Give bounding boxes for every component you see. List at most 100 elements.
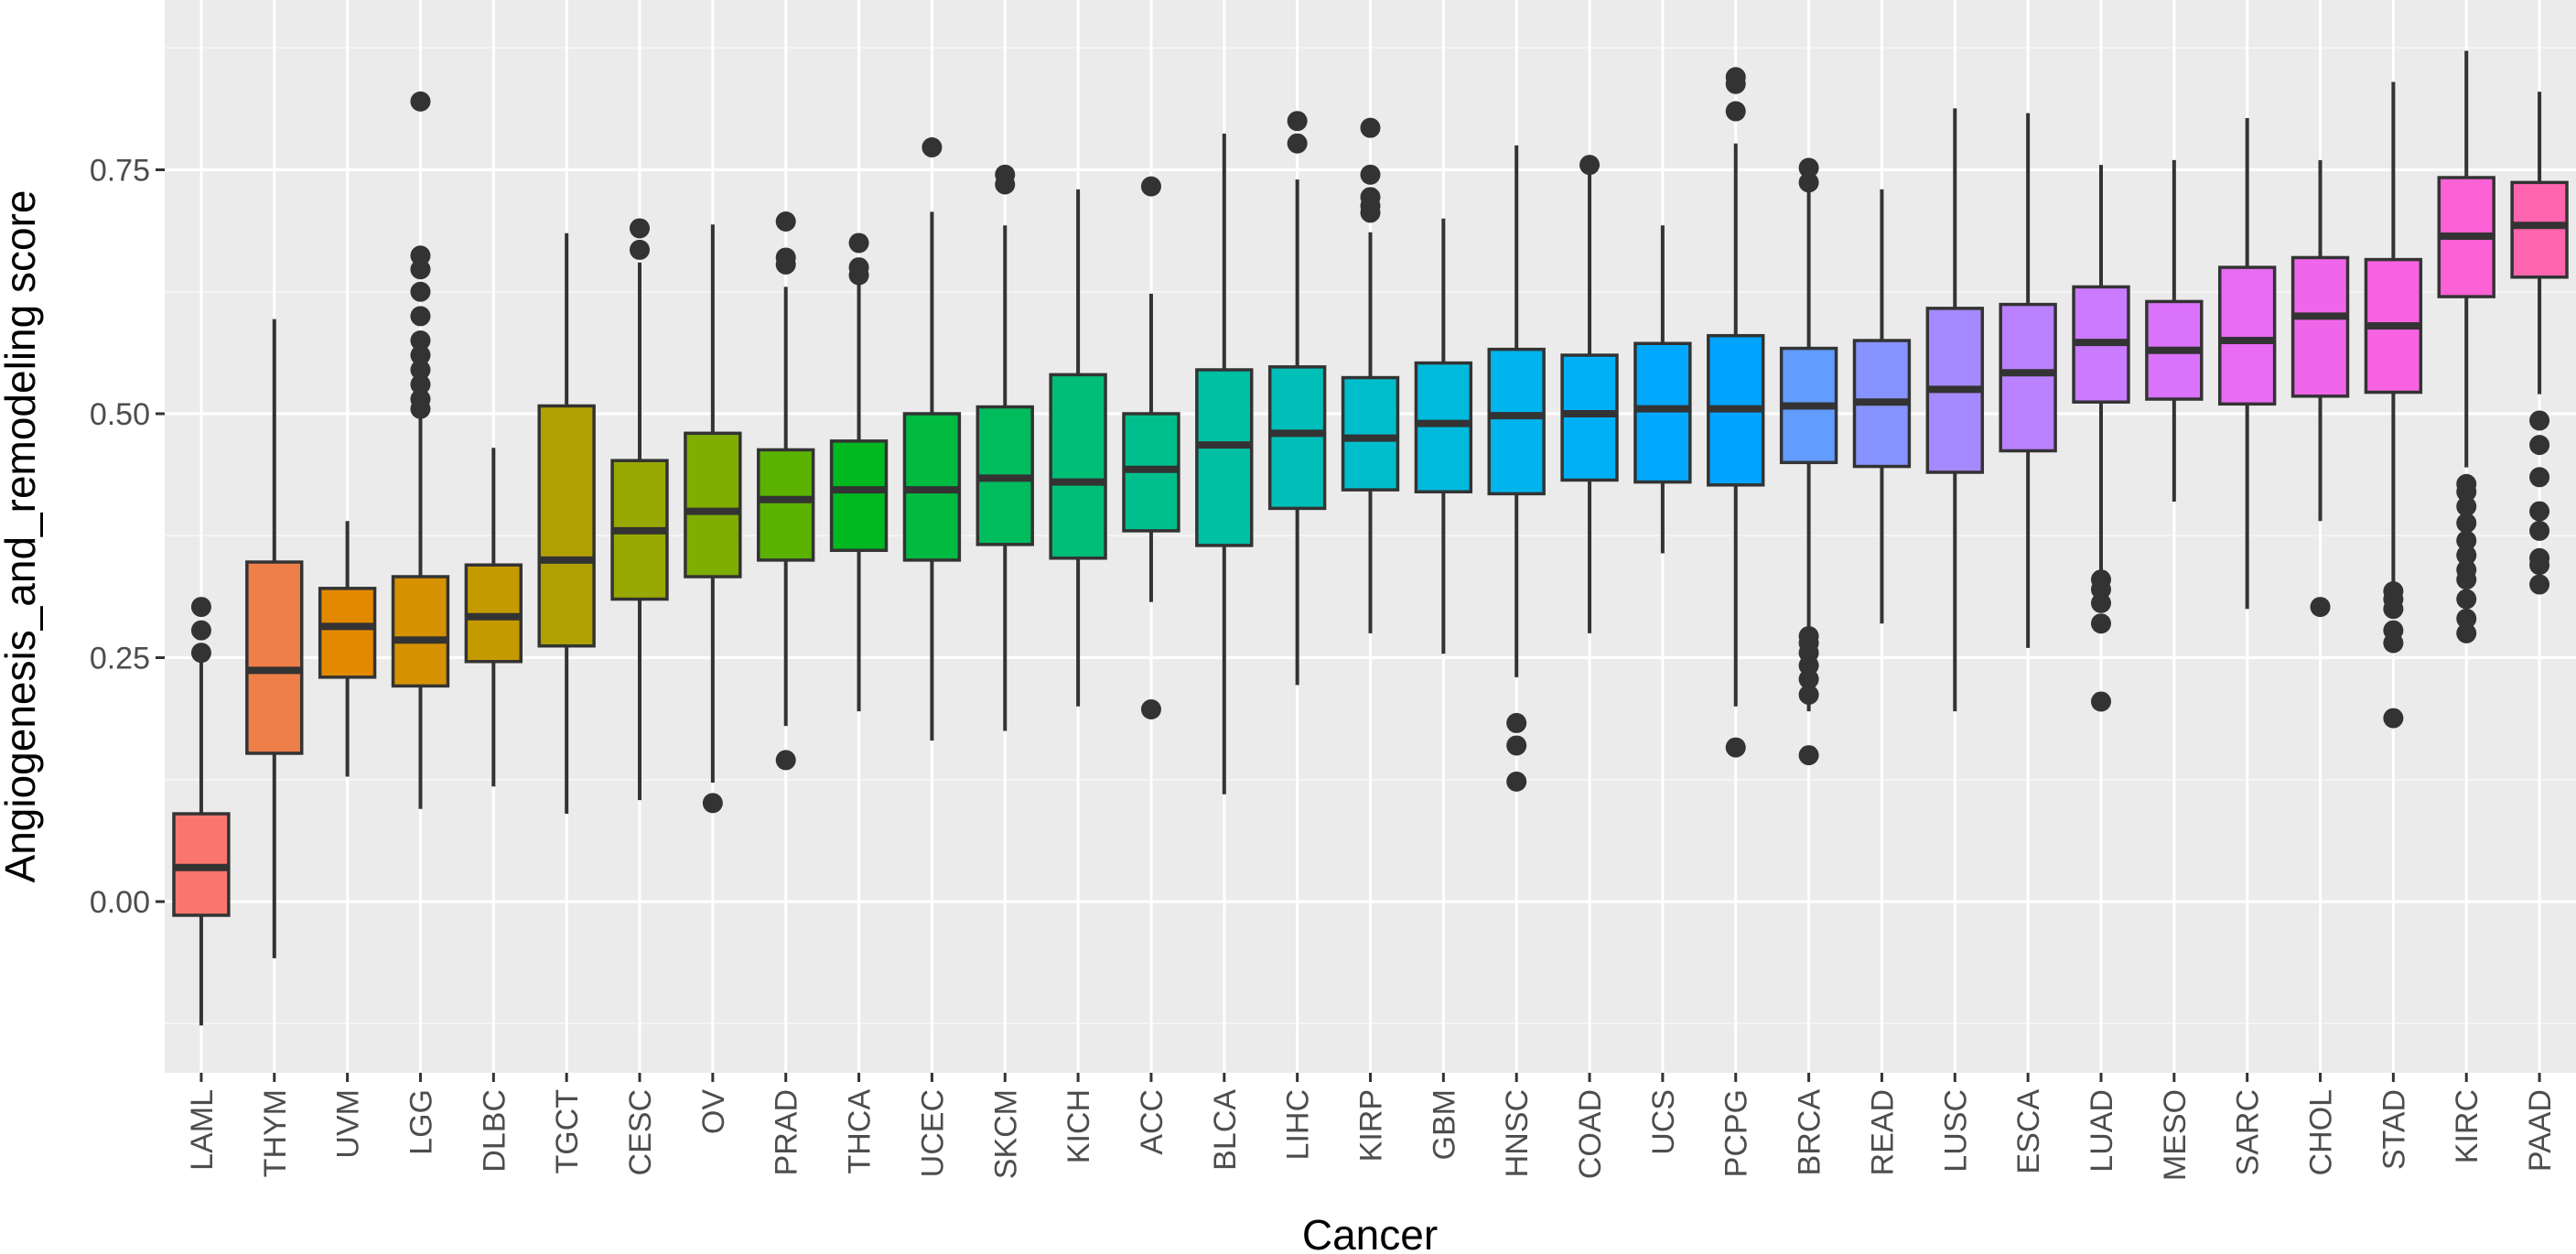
outlier-point <box>2383 708 2404 729</box>
x-tick-label: LUSC <box>1938 1089 1973 1173</box>
outlier-point <box>775 211 796 232</box>
x-tick-label: KIRC <box>2450 1089 2484 1163</box>
x-tick-label: UCS <box>1646 1089 1681 1155</box>
outlier-point <box>1360 187 1381 208</box>
box-dlbc <box>464 448 523 787</box>
iqr-box <box>757 448 815 562</box>
outlier-point <box>1506 735 1527 756</box>
x-axis: LAML THYM UVM LGG DLBC TGCT CESC OV PRAD THCA UCEC… <box>185 1073 2558 1181</box>
x-tick-label: BRCA <box>1793 1089 1827 1176</box>
x-tick-label: STAD <box>2377 1089 2411 1170</box>
outlier-point <box>1506 771 1527 792</box>
outlier-point <box>2090 613 2111 634</box>
outlier-point <box>410 389 431 410</box>
x-tick-label: TGCT <box>550 1089 585 1174</box>
outlier-point <box>410 330 431 351</box>
outlier-point <box>1140 698 1161 719</box>
outlier-point <box>1360 164 1381 185</box>
outlier-point <box>1287 111 1308 132</box>
outlier-point <box>1725 101 1746 122</box>
box-ucec <box>902 136 962 741</box>
outlier-point <box>2456 530 2477 551</box>
iqr-box <box>1633 341 1692 484</box>
x-tick-label: LAML <box>185 1089 220 1171</box>
box-stad <box>2364 81 2423 729</box>
outlier-point <box>2529 435 2550 456</box>
iqr-box <box>829 439 889 552</box>
box-prad <box>757 211 815 771</box>
outlier-point <box>775 247 796 268</box>
box-meso <box>2145 159 2204 502</box>
outlier-point <box>410 306 431 327</box>
x-tick-label: PRAD <box>770 1089 804 1175</box>
iqr-box <box>1414 361 1473 494</box>
box-acc <box>1122 176 1180 719</box>
iqr-box <box>318 587 377 679</box>
outlier-point <box>1725 67 1746 88</box>
x-tick-label: KICH <box>1062 1089 1096 1163</box>
y-axis-title: Angiogenesis_and_remodeling score <box>0 190 44 883</box>
iqr-box <box>684 431 742 578</box>
outlier-point <box>410 245 431 266</box>
outlier-point <box>2529 467 2550 488</box>
x-tick-label: LGG <box>404 1089 438 1155</box>
x-tick-label: LUAD <box>2085 1089 2119 1173</box>
iqr-box <box>245 560 304 755</box>
box-coad <box>1560 155 1619 633</box>
x-tick-label: MESO <box>2158 1089 2193 1181</box>
x-tick-label: SKCM <box>988 1089 1023 1179</box>
iqr-box <box>1487 347 1546 496</box>
outlier-point <box>410 345 431 366</box>
box-lgg <box>391 91 450 809</box>
x-tick-label: CESC <box>623 1089 658 1175</box>
outlier-point <box>1506 712 1527 733</box>
iqr-box <box>2510 180 2569 279</box>
x-tick-label: PCPG <box>1719 1089 1754 1177</box>
iqr-box <box>537 404 596 648</box>
box-sarc <box>2217 118 2277 610</box>
y-tick-label: 0.00 <box>90 885 150 920</box>
outlier-point <box>2090 691 2111 712</box>
outlier-point <box>1360 117 1381 138</box>
outlier-point <box>190 620 211 641</box>
outlier-point <box>630 218 651 239</box>
outlier-point <box>2456 513 2477 534</box>
outlier-point <box>2383 620 2404 641</box>
outlier-point <box>1798 157 1819 178</box>
outlier-point <box>702 793 723 814</box>
outlier-point <box>1140 176 1161 197</box>
box-laml <box>172 597 231 1026</box>
box-kirc <box>2437 50 2495 643</box>
outlier-point <box>2529 501 2550 522</box>
outlier-point <box>1798 745 1819 766</box>
outlier-point <box>1798 626 1819 647</box>
x-tick-label: CHOL <box>2304 1089 2339 1175</box>
iqr-box <box>1999 302 2057 453</box>
box-gbm <box>1414 218 1473 654</box>
box-kirp <box>1341 117 1400 633</box>
y-tick-label: 0.75 <box>90 154 150 189</box>
iqr-box <box>1560 353 1619 482</box>
outlier-point <box>848 257 869 278</box>
outlier-point <box>1725 737 1746 758</box>
outlier-point <box>995 164 1016 185</box>
outlier-point <box>410 360 431 381</box>
box-blca <box>1195 134 1254 795</box>
x-tick-label: ACC <box>1135 1089 1169 1155</box>
box-thca <box>829 232 889 712</box>
iqr-box <box>1195 368 1254 547</box>
outlier-point <box>410 281 431 302</box>
box-luad <box>2072 165 2130 712</box>
x-tick-label: UVM <box>331 1089 366 1159</box>
box-paad <box>2510 92 2569 595</box>
outlier-point <box>1798 172 1819 193</box>
x-tick-label: GBM <box>1427 1089 1461 1160</box>
box-read <box>1852 189 1912 624</box>
box-ucs <box>1633 225 1692 554</box>
iqr-box <box>2217 265 2277 406</box>
y-tick-label: 0.50 <box>90 397 150 432</box>
x-tick-label: LIHC <box>1281 1089 1316 1160</box>
x-tick-label: PAAD <box>2523 1089 2558 1172</box>
x-tick-label: KIRP <box>1354 1089 1389 1162</box>
